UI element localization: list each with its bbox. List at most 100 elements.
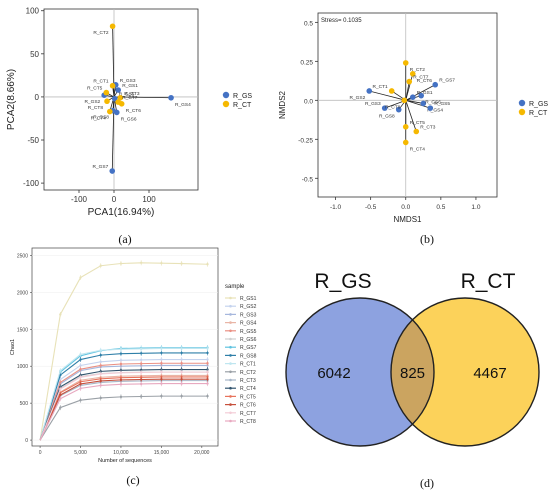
series-point <box>180 382 183 385</box>
legend-swatch-dot <box>229 337 232 341</box>
series-point <box>119 371 123 375</box>
y-tick-label: 1500 <box>17 327 28 333</box>
series-point <box>180 370 183 374</box>
series-point <box>180 347 183 350</box>
point-label: R_CT5 <box>87 86 103 92</box>
y-tick-label: -50 <box>27 136 39 145</box>
point-label: R_GS4 <box>175 102 191 108</box>
legend-swatch-dot <box>229 411 232 415</box>
series-point <box>160 370 163 374</box>
legend-label: R_CT4 <box>240 386 256 392</box>
legend-label: R_GS4 <box>240 321 257 327</box>
series-point <box>79 382 82 386</box>
series-point <box>206 347 209 350</box>
x-tick-label: 0 <box>39 450 42 456</box>
series-point <box>59 381 62 384</box>
legend-swatch-dot <box>229 329 232 333</box>
point-label: R_GS6 <box>425 100 441 106</box>
point-label: R_GS4 <box>427 107 443 113</box>
series-point <box>79 276 82 279</box>
point-label: R_CT5 <box>410 120 426 126</box>
data-point <box>115 87 121 93</box>
legend-title: sample <box>225 284 245 290</box>
venn-overlap-region <box>391 319 435 425</box>
series-point <box>160 368 163 371</box>
point-label: R_CT6 <box>126 108 142 114</box>
legend-label: R_CT3 <box>240 378 256 384</box>
series-point <box>139 352 143 355</box>
venn-count-r-ct-only: 4467 <box>473 365 506 382</box>
venn-count-r-gs-only: 6042 <box>317 365 350 382</box>
legend-swatch-dot <box>229 370 232 374</box>
legend-marker <box>222 100 230 108</box>
point-label: R_CT6 <box>417 78 433 84</box>
loading-arrow <box>369 90 406 101</box>
series-point <box>99 264 102 267</box>
series-point <box>119 352 123 355</box>
x-axis-label: PCA1(16.94%) <box>88 207 155 218</box>
y-tick-label: 2500 <box>17 253 28 259</box>
venn-set-label-r-gs: R_GS <box>314 270 371 293</box>
legend-swatch-dot <box>229 313 232 316</box>
point-label: R_CT1 <box>93 79 109 85</box>
panel-label-c: (c) <box>126 473 139 487</box>
legend-label: R_CT7 <box>240 411 256 417</box>
data-point <box>395 106 402 113</box>
series-point <box>139 382 143 386</box>
series-point <box>160 377 163 381</box>
series-point <box>99 372 102 376</box>
series-point <box>119 378 123 382</box>
plot-frame <box>31 247 219 447</box>
series-point <box>139 371 143 374</box>
pca-plot: -100 0 100 -100 -50 0 50 100 PCA1(16.94%) PCA2(8.… <box>6 7 252 218</box>
plot-frame <box>43 8 199 191</box>
legend-label: R_GS2 <box>240 304 257 310</box>
series-point <box>99 349 102 352</box>
series-point <box>160 261 163 265</box>
y-tick-label: -0.25 <box>298 137 313 144</box>
venn-circle-r-gs-outline <box>285 297 435 447</box>
y-tick-label: 500 <box>20 401 29 407</box>
point-label: R_GS5 <box>434 101 450 107</box>
legend-label: R_GS <box>233 93 252 100</box>
point-label: R_CT4 <box>410 146 426 152</box>
y-tick-label: 0.25 <box>300 59 313 66</box>
series-point <box>119 262 123 265</box>
point-label: R_GS7 <box>93 164 109 170</box>
series-point <box>180 362 183 365</box>
series-point <box>79 398 82 402</box>
point-label: R_CT2 <box>93 30 109 36</box>
point-label: R_CT2 <box>410 67 426 73</box>
series-point <box>180 377 183 381</box>
panel-label-b: (b) <box>420 232 434 246</box>
series-point <box>79 387 82 390</box>
x-tick-label: 1.0 <box>471 204 480 211</box>
series-point <box>180 262 183 265</box>
data-point <box>401 97 408 104</box>
legend-swatch-dot <box>229 296 232 300</box>
point-label: R_GS3 <box>120 78 136 84</box>
x-axis-label: Number of sequences <box>98 458 152 464</box>
x-axis-label: NMDS1 <box>393 215 422 224</box>
point-label: R_GS6 <box>121 116 137 122</box>
rarefaction-chart: 0 500 1000 1500 2000 2500 0 5,000 10,000 15,000 20… <box>10 247 257 464</box>
data-point <box>420 100 427 107</box>
data-point <box>388 88 395 94</box>
data-point <box>117 94 124 101</box>
legend-swatch-dot <box>229 304 232 308</box>
data-point <box>402 60 409 66</box>
y-tick-label: 50 <box>30 50 39 59</box>
venn-circle-r-gs <box>286 298 434 446</box>
legend-swatch-dot <box>229 362 232 365</box>
series-point <box>206 370 209 374</box>
series-point <box>79 364 82 367</box>
legend-label: R_CT2 <box>240 370 256 376</box>
series-point <box>206 358 209 361</box>
data-point <box>115 99 121 105</box>
series-point <box>59 397 62 400</box>
venn-count-shared: 825 <box>400 365 425 382</box>
legend-label: R_CT5 <box>240 394 256 400</box>
x-tick-label: 0.0 <box>401 204 410 211</box>
data-point <box>109 82 116 89</box>
data-point <box>111 95 118 102</box>
